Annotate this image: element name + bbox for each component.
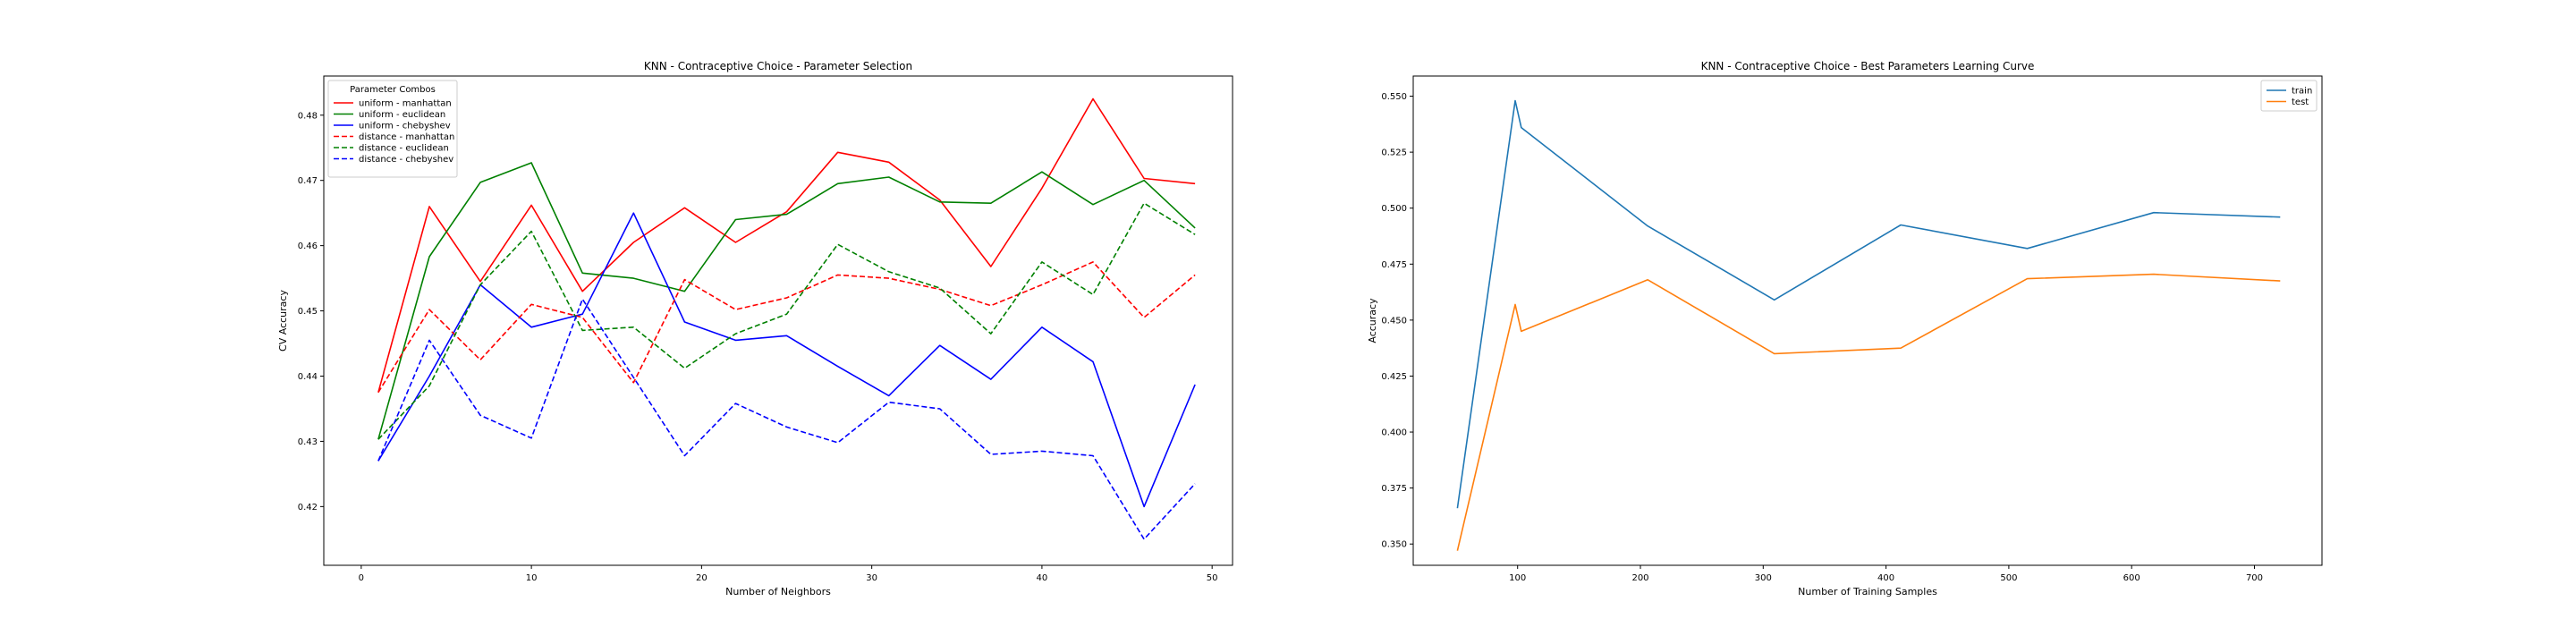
- y-tick-label: 0.48: [298, 111, 318, 121]
- legend-entry: distance - euclidean: [359, 144, 449, 154]
- legend-title: Parameter Combos: [350, 85, 436, 95]
- series-line-uniform-euclidean: [377, 162, 1196, 440]
- y-axis-label: Accuracy: [1367, 298, 1378, 343]
- x-tick-label: 700: [2246, 573, 2263, 583]
- y-tick-label: 0.42: [298, 503, 318, 513]
- y-axis-label: CV Accuracy: [277, 290, 289, 352]
- chart-title: KNN - Contraceptive Choice - Best Parame…: [1701, 60, 2035, 72]
- y-tick-label: 0.525: [1381, 148, 1407, 158]
- series-line-distance-manhattan: [377, 261, 1196, 394]
- x-tick-label: 400: [1877, 573, 1894, 583]
- y-tick-label: 0.425: [1381, 372, 1407, 382]
- legend-box: [2260, 80, 2318, 112]
- legend-entry: uniform - chebyshev: [359, 122, 451, 131]
- series-line-test: [1456, 273, 2281, 551]
- y-tick-label: 0.44: [298, 372, 318, 382]
- series-line-distance-chebyshev: [377, 298, 1196, 540]
- y-tick-label: 0.375: [1381, 484, 1407, 494]
- x-axis-label: Number of Training Samples: [1798, 586, 1937, 597]
- legend-entry: uniform - manhattan: [359, 99, 452, 109]
- legend-box: [327, 80, 458, 178]
- y-tick-label: 0.400: [1381, 428, 1407, 438]
- x-tick-label: 30: [866, 573, 877, 583]
- series-line-train: [1456, 99, 2281, 509]
- y-tick-label: 0.47: [298, 176, 318, 186]
- y-tick-label: 0.450: [1381, 316, 1407, 326]
- legend-entry: distance - chebyshev: [359, 155, 453, 165]
- y-tick-label: 0.45: [298, 307, 318, 317]
- series-line-uniform-chebyshev: [377, 212, 1196, 508]
- x-tick-label: 40: [1037, 573, 1048, 583]
- legend-entry: distance - manhattan: [359, 132, 454, 142]
- legend-entry: uniform - euclidean: [359, 110, 445, 120]
- x-tick-label: 500: [2000, 573, 2017, 583]
- y-tick-label: 0.550: [1381, 92, 1407, 102]
- y-tick-label: 0.500: [1381, 204, 1407, 214]
- y-tick-label: 0.43: [298, 437, 318, 447]
- chart-2: KNN - Contraceptive Choice - Best Parame…: [1367, 60, 2323, 597]
- x-tick-label: 100: [1509, 573, 1526, 583]
- x-tick-label: 50: [1207, 573, 1218, 583]
- x-tick-label: 20: [696, 573, 708, 583]
- legend-entry: test: [2292, 97, 2309, 107]
- x-tick-label: 300: [1755, 573, 1772, 583]
- y-tick-label: 0.350: [1381, 540, 1407, 550]
- legend-entry: train: [2292, 87, 2312, 97]
- x-tick-label: 200: [1631, 573, 1648, 583]
- y-tick-label: 0.475: [1381, 260, 1407, 270]
- series-line-uniform-manhattan: [377, 97, 1196, 393]
- series-line-distance-euclidean: [377, 202, 1196, 440]
- axes-frame: [1412, 75, 2323, 566]
- x-tick-label: 0: [359, 573, 364, 583]
- x-tick-label: 10: [526, 573, 538, 583]
- axes-frame: [323, 75, 1233, 566]
- chart-title: KNN - Contraceptive Choice - Parameter S…: [644, 60, 912, 72]
- y-tick-label: 0.46: [298, 242, 318, 251]
- x-axis-label: Number of Neighbors: [725, 586, 831, 597]
- x-tick-label: 600: [2123, 573, 2140, 583]
- chart-1: KNN - Contraceptive Choice - Parameter S…: [277, 60, 1233, 597]
